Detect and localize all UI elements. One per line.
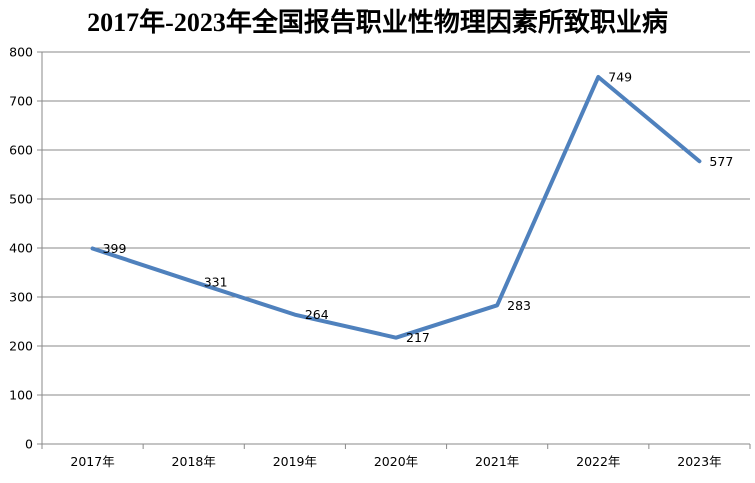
- x-axis-tick-label: 2020年: [374, 454, 418, 469]
- x-axis-tick-label: 2023年: [677, 454, 721, 469]
- y-axis-tick-label: 500: [9, 192, 33, 207]
- y-axis-tick-label: 600: [9, 143, 33, 158]
- data-point-label: 749: [608, 69, 632, 84]
- x-axis-tick-label: 2019年: [273, 454, 317, 469]
- y-axis-tick-label: 700: [9, 94, 33, 109]
- y-axis-tick-label: 300: [9, 290, 33, 305]
- x-axis-tick-label: 2021年: [475, 454, 519, 469]
- data-point-label: 217: [406, 330, 430, 345]
- data-point-label: 264: [305, 307, 329, 322]
- y-axis-tick-label: 100: [9, 388, 33, 403]
- data-series-line: [90, 74, 702, 340]
- x-axis-tick-label: 2017年: [70, 454, 114, 469]
- x-axis-tick-label: 2022年: [576, 454, 620, 469]
- data-point-label: 283: [507, 298, 531, 313]
- x-axis-tick-label: 2018年: [172, 454, 216, 469]
- y-axis-tick-label: 200: [9, 339, 33, 354]
- chart-title: 2017年-2023年全国报告职业性物理因素所致职业病: [87, 8, 668, 37]
- data-point-label: 577: [709, 154, 733, 169]
- y-axis-tick-label: 800: [9, 45, 33, 60]
- data-point-label: 399: [103, 241, 127, 256]
- data-point-label: 331: [204, 274, 228, 289]
- y-axis-tick-label: 0: [25, 437, 33, 452]
- y-axis-tick-label: 400: [9, 241, 33, 256]
